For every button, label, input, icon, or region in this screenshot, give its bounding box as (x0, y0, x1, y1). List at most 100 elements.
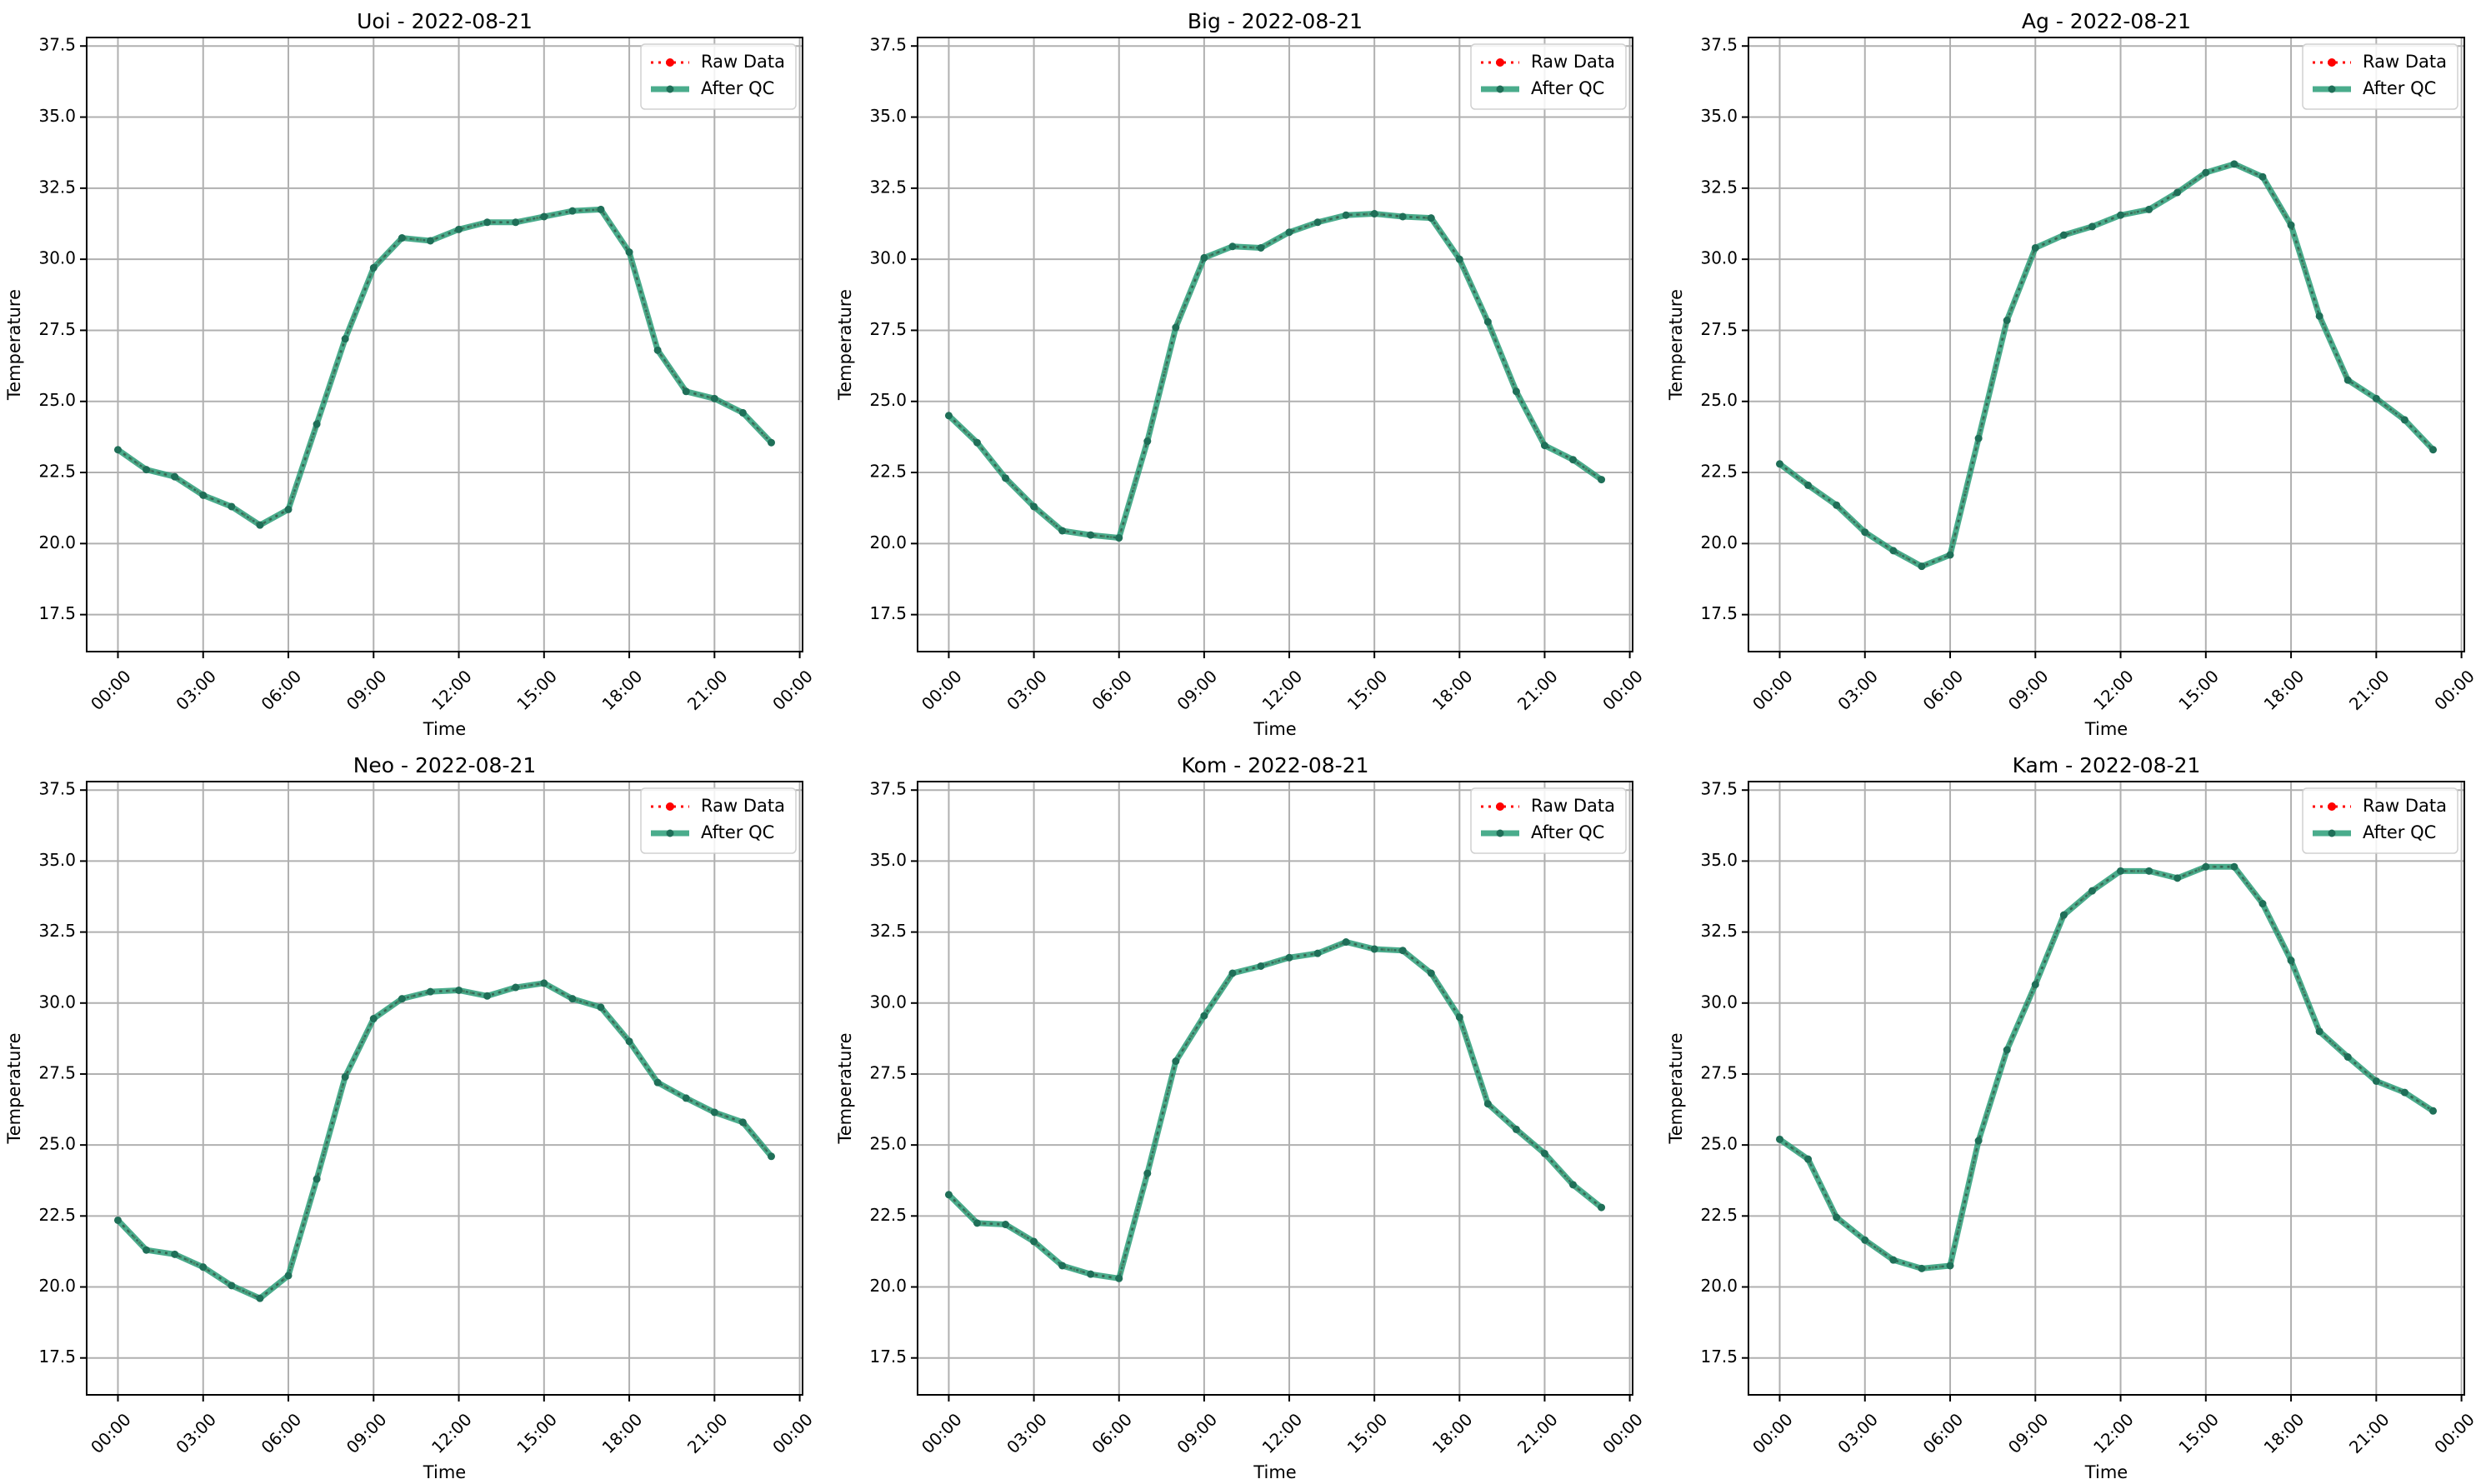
y-tick-label: 37.5 (869, 779, 907, 799)
x-tick-label: 03:00 (172, 666, 220, 714)
x-tick-label: 03:00 (1003, 1409, 1051, 1457)
x-tick-label: 03:00 (172, 1409, 220, 1457)
after-qc-point (944, 412, 953, 420)
after-qc-point (369, 1015, 378, 1023)
after-qc-point (256, 1294, 264, 1302)
x-tick-label: 12:00 (2089, 1409, 2138, 1457)
y-tick-label: 32.5 (869, 921, 907, 941)
y-tick-label: 25.0 (869, 1134, 907, 1154)
y-tick-label: 35.0 (869, 850, 907, 870)
after-qc-point (1861, 528, 1869, 537)
after-qc-point (1974, 1137, 1983, 1145)
after-qc-point (369, 263, 378, 272)
x-tick-label: 00:00 (87, 666, 135, 714)
x-tick-label: 03:00 (1833, 1409, 1882, 1457)
x-tick-label: 21:00 (683, 666, 732, 714)
legend: Raw Data After QC (1470, 43, 1627, 110)
after-qc-point (2372, 1077, 2380, 1085)
after-qc-point (2230, 862, 2238, 871)
after-qc-point (426, 237, 434, 245)
y-tick-label: 25.0 (869, 390, 907, 410)
after-qc-point (483, 218, 492, 227)
after-qc-point (398, 995, 406, 1003)
legend-marker-after-qc (2328, 829, 2336, 837)
series-line-raw-overlay (117, 208, 773, 527)
series-line-raw-data (948, 940, 1603, 1280)
series-line-after-qc (946, 939, 1603, 1282)
series-line-raw-overlay (948, 212, 1603, 539)
x-tick-label: 12:00 (428, 666, 476, 714)
legend-marker-raw-data (2328, 802, 2336, 811)
after-qc-point (1974, 434, 1983, 442)
after-qc-point (568, 995, 577, 1003)
series-line-raw-data (117, 982, 773, 1300)
after-qc-point (2031, 981, 2039, 989)
after-qc-point (2429, 1107, 2438, 1115)
after-qc-point (1861, 1236, 1869, 1244)
y-tick-label: 32.5 (1700, 177, 1738, 197)
after-qc-point (1512, 1125, 1520, 1133)
after-qc-point (682, 1094, 690, 1102)
legend-marker-after-qc (666, 85, 674, 93)
after-qc-point (313, 420, 321, 428)
after-qc-point (143, 466, 151, 474)
x-tick-label: 00:00 (2430, 666, 2478, 714)
after-qc-point (597, 205, 605, 213)
x-tick-label: 00:00 (1598, 1409, 1647, 1457)
after-qc-point (1598, 476, 1606, 484)
after-qc-point (2287, 221, 2295, 229)
x-tick-label: 06:00 (1088, 1409, 1136, 1457)
after-qc-point (738, 1118, 747, 1127)
after-qc-point (540, 212, 548, 221)
after-qc-point (2258, 172, 2267, 181)
legend-marker-raw-data (666, 802, 674, 811)
series-line-raw-data (1778, 162, 2434, 568)
after-qc-point (1833, 1213, 1841, 1222)
legend-marker-after-qc (1496, 829, 1504, 837)
legend-box (640, 787, 797, 854)
after-qc-point (653, 1078, 662, 1087)
legend-marker-raw-data (2328, 58, 2336, 67)
after-qc-point (2145, 867, 2153, 875)
chart-title: Ag - 2022-08-21 (2022, 9, 2191, 33)
after-qc-point (2088, 222, 2096, 231)
y-tick-label: 25.0 (1700, 1134, 1738, 1154)
after-qc-point (1257, 962, 1265, 970)
series-line-after-qc (1778, 863, 2435, 1272)
legend-box (2302, 43, 2458, 110)
series-line-raw-overlay (117, 982, 773, 1300)
after-qc-point (1946, 551, 1954, 559)
legend-label-after-qc: After QC (701, 78, 774, 98)
plot-frame (1748, 781, 2465, 1396)
after-qc-point (1427, 214, 1435, 222)
after-qc-point (2059, 911, 2068, 919)
x-tick-label: 18:00 (598, 666, 647, 714)
after-qc-point (1058, 527, 1067, 535)
series-line-raw-overlay (948, 941, 1603, 1280)
chart-panel-6: 00:00 03:00 06:00 09:00 12:00 15:00 18:00 21:00… (1666, 753, 2478, 1482)
x-tick-label: 21:00 (683, 1409, 732, 1457)
after-qc-point (2315, 1027, 2323, 1036)
series-group (944, 210, 1606, 542)
after-qc-point (1172, 323, 1180, 332)
after-qc-point (1483, 317, 1492, 326)
y-tick-label: 30.0 (38, 248, 76, 268)
after-qc-point (768, 1152, 776, 1161)
x-tick-label: 21:00 (1513, 1409, 1562, 1457)
y-axis-label: Temperature (835, 1032, 855, 1144)
y-tick-label: 22.5 (869, 1205, 907, 1225)
after-qc-point (199, 491, 208, 499)
after-qc-point (597, 1003, 605, 1012)
after-qc-point (1313, 949, 1322, 957)
after-qc-point (1540, 1149, 1548, 1157)
after-qc-point (2230, 160, 2238, 168)
after-qc-point (2315, 312, 2323, 320)
after-qc-point (284, 505, 293, 513)
after-qc-point (2400, 1088, 2408, 1097)
after-qc-point (1228, 969, 1237, 977)
y-axis-label: Temperature (1666, 1032, 1686, 1144)
legend-box (640, 43, 797, 110)
after-qc-point (1143, 437, 1152, 446)
y-tick-label: 35.0 (1700, 850, 1738, 870)
chart-panel-1: 00:00 03:00 06:00 09:00 12:00 15:00 18:00 21:00… (4, 9, 817, 739)
